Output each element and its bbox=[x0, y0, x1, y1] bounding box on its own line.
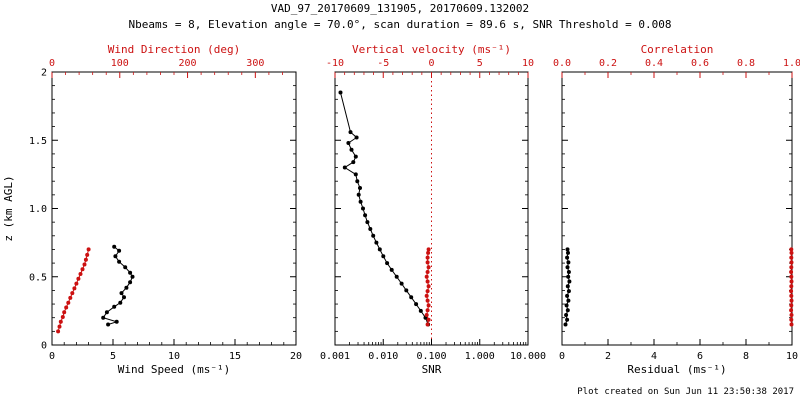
svg-text:0: 0 bbox=[49, 58, 55, 69]
svg-text:Correlation: Correlation bbox=[641, 43, 714, 56]
svg-text:1.0: 1.0 bbox=[29, 204, 47, 215]
svg-text:0.8: 0.8 bbox=[737, 58, 755, 69]
svg-text:0.5: 0.5 bbox=[29, 272, 47, 283]
panel-residual: 0 2 4 6 8 10 Residual (ms⁻¹) 0.0 0.2 0.4 0.6 0.8 1.0… bbox=[553, 43, 800, 376]
svg-text:1.5: 1.5 bbox=[29, 136, 47, 147]
svg-text:300: 300 bbox=[246, 58, 264, 69]
svg-text:0.010: 0.010 bbox=[368, 351, 398, 362]
plot-subtitle: Nbeams = 8, Elevation angle = 70.0°, sca… bbox=[128, 18, 672, 31]
svg-text:0: 0 bbox=[559, 351, 565, 362]
svg-text:10: 10 bbox=[168, 351, 180, 362]
svg-text:0: 0 bbox=[49, 351, 55, 362]
svg-text:1.0: 1.0 bbox=[783, 58, 800, 69]
svg-text:100: 100 bbox=[111, 58, 129, 69]
svg-text:10: 10 bbox=[522, 58, 534, 69]
svg-text:8: 8 bbox=[743, 351, 749, 362]
svg-text:-10: -10 bbox=[326, 58, 344, 69]
y-axis-title: z (km AGL) bbox=[2, 175, 15, 241]
svg-text:15: 15 bbox=[229, 351, 241, 362]
svg-text:0.001: 0.001 bbox=[320, 351, 350, 362]
svg-text:0: 0 bbox=[428, 58, 434, 69]
svg-text:0.6: 0.6 bbox=[691, 58, 709, 69]
svg-text:Wind Direction (deg): Wind Direction (deg) bbox=[108, 43, 240, 56]
svg-text:5: 5 bbox=[110, 351, 116, 362]
plot-created-timestamp: Plot created on Sun Jun 11 23:50:38 2017 bbox=[577, 387, 794, 397]
svg-text:Residual (ms⁻¹): Residual (ms⁻¹) bbox=[627, 363, 726, 376]
svg-text:-5: -5 bbox=[377, 58, 389, 69]
svg-text:10: 10 bbox=[786, 351, 798, 362]
svg-text:0.4: 0.4 bbox=[645, 58, 663, 69]
svg-text:200: 200 bbox=[179, 58, 197, 69]
svg-text:1.000: 1.000 bbox=[465, 351, 495, 362]
svg-text:0.2: 0.2 bbox=[599, 58, 617, 69]
panel-snr: 0.001 0.010 0.100 1.000 10.000 SNR -10 -5 0 5 10 Ve… bbox=[320, 43, 546, 376]
svg-text:2: 2 bbox=[605, 351, 611, 362]
svg-text:6: 6 bbox=[697, 351, 703, 362]
svg-text:Vertical velocity (ms⁻¹): Vertical velocity (ms⁻¹) bbox=[352, 43, 511, 56]
svg-text:5: 5 bbox=[477, 58, 483, 69]
svg-text:10.000: 10.000 bbox=[510, 351, 546, 362]
svg-text:0: 0 bbox=[41, 341, 47, 352]
svg-text:0.0: 0.0 bbox=[553, 58, 571, 69]
svg-text:2: 2 bbox=[41, 68, 47, 79]
svg-text:4: 4 bbox=[651, 351, 657, 362]
plot-title: VAD_97_20170609_131905, 20170609.132002 bbox=[270, 2, 530, 15]
svg-text:0.100: 0.100 bbox=[416, 351, 446, 362]
svg-text:20: 20 bbox=[290, 351, 302, 362]
svg-text:Wind Speed (ms⁻¹): Wind Speed (ms⁻¹) bbox=[118, 363, 231, 376]
svg-text:SNR: SNR bbox=[422, 363, 442, 376]
